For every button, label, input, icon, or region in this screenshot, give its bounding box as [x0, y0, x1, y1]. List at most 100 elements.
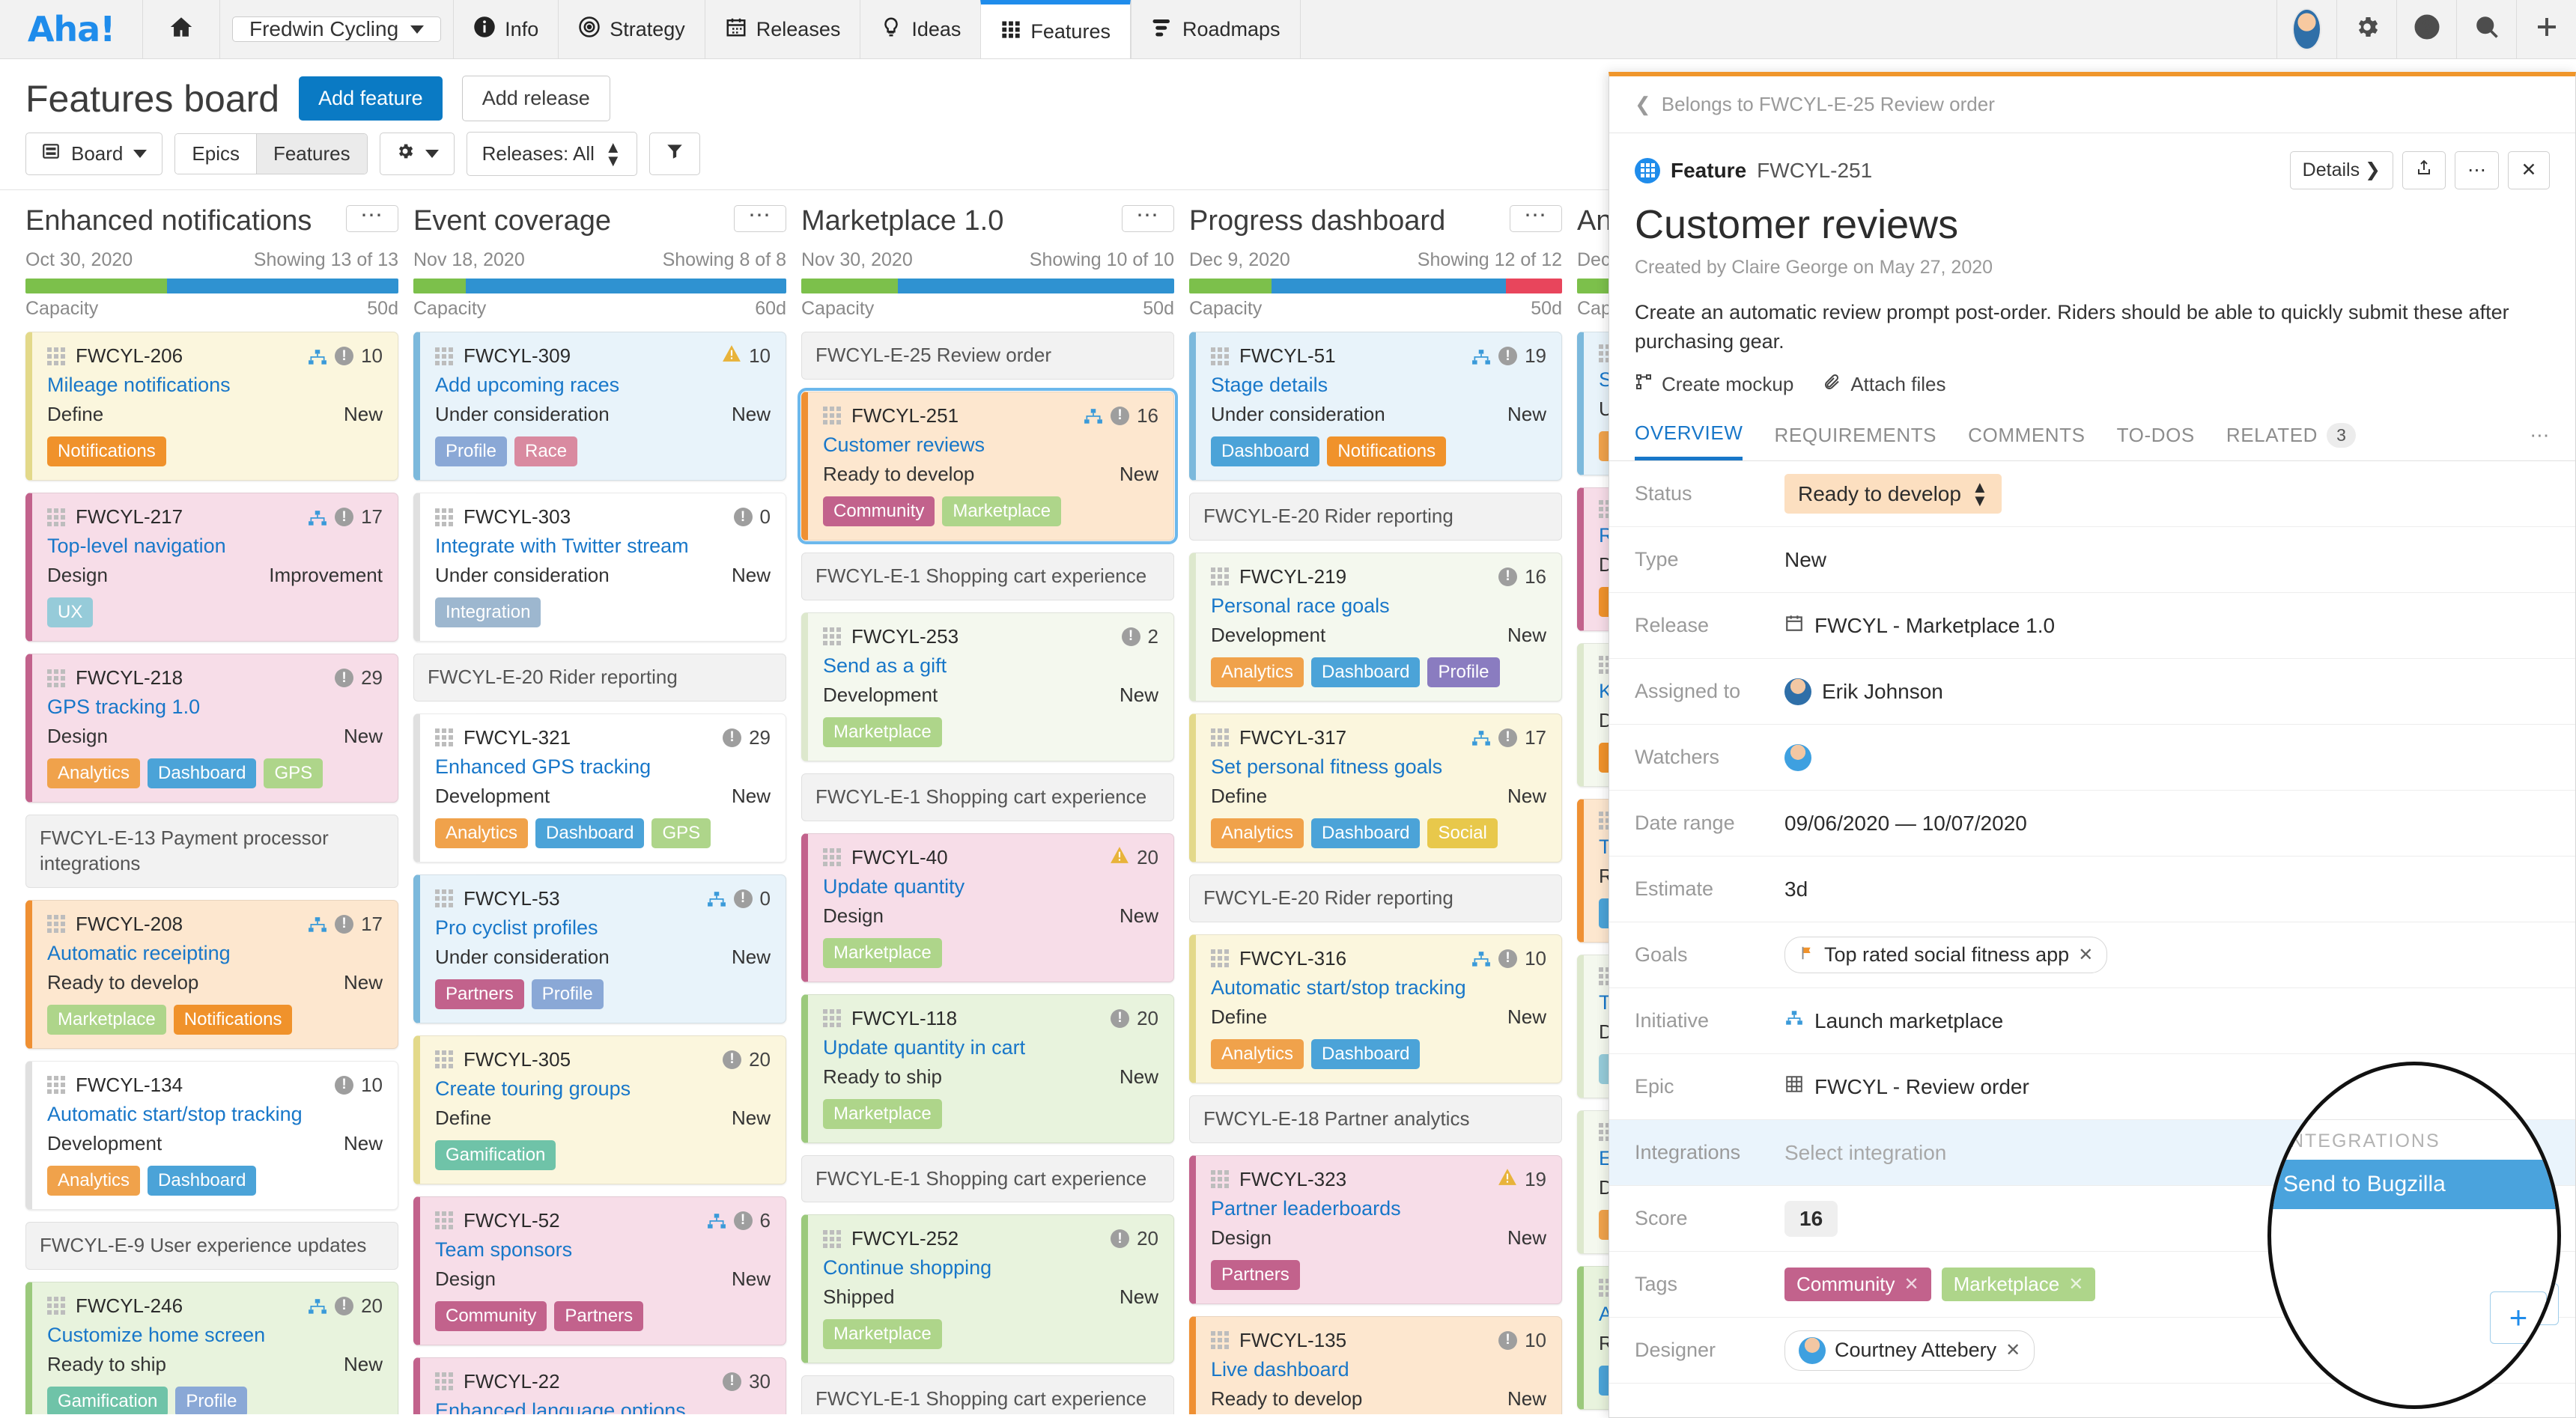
feature-card[interactable]: FWCYL-303 ! 0 Integrate with Twitter stre… [413, 493, 786, 642]
card-title[interactable]: Enhanced GPS tracking [435, 755, 651, 778]
card-title[interactable]: Send as a gift [823, 654, 947, 677]
nav-item-strategy[interactable]: Strategy [558, 0, 705, 58]
card-tag[interactable]: Community [823, 496, 935, 526]
card-title[interactable]: Customer reviews [823, 433, 985, 456]
card-tag[interactable]: Analytics [435, 818, 529, 848]
create-mockup-link[interactable]: Create mockup [1635, 373, 1793, 396]
column-menu-button[interactable]: ⋯ [734, 204, 786, 233]
tab-overflow-button[interactable]: ⋯ [2530, 423, 2550, 446]
date-range-value[interactable]: 09/06/2020 — 10/07/2020 [1784, 811, 2027, 835]
feature-card[interactable]: FWCYL-316 ! 10 Automatic start/stop track… [1189, 934, 1562, 1083]
drag-handle-icon[interactable] [1211, 1170, 1229, 1189]
card-tag[interactable]: GPS [651, 818, 711, 848]
nav-item-info[interactable]: Info [453, 0, 558, 58]
tag-chip[interactable]: Marketplace ✕ [1941, 1268, 2096, 1302]
nav-item-roadmaps[interactable]: Roadmaps [1130, 0, 1300, 58]
epic-group-header[interactable]: FWCYL-E-20 Rider reporting [1189, 874, 1562, 922]
more-options-button[interactable]: ⋯ [2455, 151, 2499, 189]
tab-requirements[interactable]: REQUIREMENTS [1774, 424, 1936, 459]
drag-handle-icon[interactable] [823, 627, 841, 646]
card-tag[interactable]: Marketplace [823, 1319, 942, 1350]
drag-handle-icon[interactable] [823, 1009, 841, 1028]
column-menu-button[interactable]: ⋯ [1510, 204, 1562, 233]
integration-select[interactable]: Select integration [1784, 1140, 1947, 1164]
drag-handle-icon[interactable] [1211, 347, 1229, 365]
nav-item-features[interactable]: Features [980, 0, 1131, 58]
designer-chip[interactable]: Courtney Attebery ✕ [1784, 1330, 2035, 1371]
drag-handle-icon[interactable] [435, 1211, 453, 1230]
feature-card[interactable]: FWCYL-323 19 Partner leaderboards Design… [1189, 1154, 1562, 1304]
card-title[interactable]: Update quantity [823, 874, 965, 898]
card-tag[interactable]: Notifications [1327, 436, 1447, 467]
card-title[interactable]: Enhanced language options [435, 1399, 686, 1415]
card-title[interactable]: Automatic start/stop tracking [47, 1102, 303, 1125]
tab-comments[interactable]: COMMENTS [1968, 424, 2085, 459]
card-title[interactable]: Pro cyclist profiles [435, 916, 598, 939]
card-tag[interactable]: Profile [531, 979, 604, 1009]
settings-menu-button[interactable] [379, 133, 455, 176]
feature-card[interactable]: FWCYL-252 ! 20 Continue shopping Shipped … [801, 1214, 1174, 1364]
feature-card[interactable]: FWCYL-51 ! 19 Stage details Under conside… [1189, 332, 1562, 481]
feature-card[interactable]: FWCYL-135 ! 10 Live dashboard Ready to de… [1189, 1315, 1562, 1415]
column-menu-button[interactable]: ⋯ [346, 204, 398, 233]
feature-card[interactable]: FWCYL-246 ! 20 Customize home screen Read… [25, 1281, 398, 1415]
status-select[interactable]: Ready to develop ▲ ▼ [1784, 474, 2002, 514]
search-button[interactable] [2456, 0, 2516, 58]
card-tag[interactable]: Social [1427, 818, 1498, 848]
drag-handle-icon[interactable] [823, 848, 841, 867]
card-tag[interactable]: Dashboard [1311, 657, 1421, 687]
card-tag[interactable]: Dashboard [1311, 1038, 1421, 1069]
drag-handle-icon[interactable] [47, 1297, 65, 1315]
card-tag[interactable]: Race [514, 436, 578, 467]
card-tag[interactable]: Gamification [435, 1139, 556, 1170]
feature-card[interactable]: FWCYL-219 ! 16 Personal race goals Develo… [1189, 552, 1562, 702]
card-tag[interactable]: Partners [435, 979, 524, 1009]
drag-handle-icon[interactable] [435, 508, 453, 526]
column-menu-button[interactable]: ⋯ [1122, 204, 1174, 233]
epic-group-header[interactable]: FWCYL-E-1 Shopping cart experience [801, 1375, 1174, 1415]
card-tag[interactable]: Notifications [47, 436, 166, 467]
epic-group-header[interactable]: FWCYL-E-20 Rider reporting [1189, 493, 1562, 541]
card-title[interactable]: GPS tracking 1.0 [47, 696, 201, 719]
card-tag[interactable]: UX [47, 597, 94, 628]
goal-chip[interactable]: Top rated social fitness app ✕ [1784, 937, 2108, 974]
card-title[interactable]: Continue shopping [823, 1256, 992, 1279]
feature-card[interactable]: FWCYL-206 ! 10 Mileage notifications Defi… [25, 332, 398, 481]
remove-tag-icon[interactable]: ✕ [1904, 1274, 1919, 1295]
remove-goal-icon[interactable]: ✕ [2078, 945, 2094, 966]
card-title[interactable]: Stage details [1211, 374, 1328, 397]
nav-item-ideas[interactable]: Ideas [860, 0, 980, 58]
card-tag[interactable]: Dashboard [535, 818, 645, 848]
card-title[interactable]: Personal race goals [1211, 594, 1390, 617]
remove-tag-icon[interactable]: ✕ [2068, 1274, 2084, 1295]
epic-group-header[interactable]: FWCYL-E-1 Shopping cart experience [801, 1154, 1174, 1203]
card-tag[interactable]: Marketplace [823, 1098, 942, 1129]
attach-files-link[interactable]: Attach files [1823, 373, 1945, 396]
add-integration-button-magnified[interactable]: + [2490, 1291, 2547, 1344]
card-title[interactable]: Automatic receipting [47, 941, 231, 964]
epic-group-header[interactable]: FWCYL-E-25 Review order [801, 332, 1174, 380]
project-selector[interactable]: Fredwin Cycling [232, 16, 442, 42]
card-tag[interactable]: Profile [1427, 657, 1500, 687]
card-title[interactable]: Partner leaderboards [1211, 1196, 1401, 1220]
user-avatar-button[interactable] [2276, 0, 2336, 58]
tab-related[interactable]: RELATED 3 [2226, 422, 2357, 460]
add-button[interactable] [2516, 0, 2576, 58]
feature-card[interactable]: FWCYL-321 ! 29 Enhanced GPS tracking Deve… [413, 713, 786, 862]
aha-logo[interactable]: Aha! [27, 9, 115, 49]
close-panel-button[interactable]: ✕ [2508, 151, 2550, 189]
card-tag[interactable]: Partners [1211, 1259, 1300, 1290]
epic-group-header[interactable]: FWCYL-E-13 Payment processor integration… [25, 815, 398, 888]
card-tag[interactable]: Partners [554, 1300, 644, 1331]
feature-card[interactable]: FWCYL-217 ! 17 Top-level navigation Desig… [25, 493, 398, 642]
add-release-button[interactable]: Add release [461, 76, 610, 121]
estimate-value[interactable]: 3d [1784, 877, 1808, 901]
card-title[interactable]: Live dashboard [1211, 1357, 1349, 1381]
card-title[interactable]: Top-level navigation [47, 535, 226, 558]
type-value[interactable]: New [1784, 547, 1827, 571]
drag-handle-icon[interactable] [435, 1372, 453, 1391]
breadcrumb[interactable]: ❮ Belongs to FWCYL-E-25 Review order [1609, 76, 2575, 133]
share-button[interactable] [2402, 151, 2446, 189]
details-button[interactable]: Details ❯ [2289, 151, 2393, 189]
nav-item-releases[interactable]: Releases [704, 0, 860, 58]
